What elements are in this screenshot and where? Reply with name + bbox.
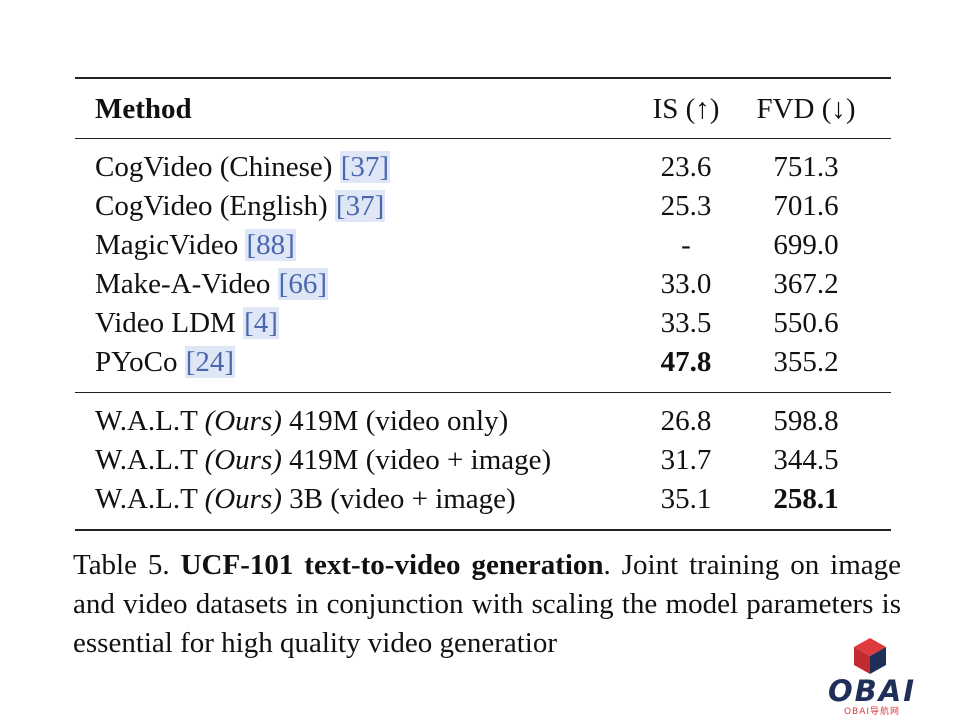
results-table-container: Method IS (↑) FVD (↓) CogVideo (Chinese)…: [75, 77, 891, 531]
caption-title: UCF-101 text-to-video generation: [180, 549, 604, 581]
citation-link[interactable]: [24]: [184, 346, 236, 378]
fvd-cell: 751.3: [773, 151, 839, 183]
method-cell: W.A.L.T (Ours) 419M (video only): [75, 393, 631, 442]
is-cell: 23.6: [660, 151, 712, 183]
citation-link[interactable]: [37]: [339, 151, 391, 183]
table-row: W.A.L.T (Ours) 419M (video + image) 31.7…: [75, 441, 891, 480]
is-cell: 25.3: [660, 190, 712, 222]
fvd-cell-best: 258.1: [773, 483, 839, 515]
ours-tag: (Ours): [204, 444, 282, 476]
fvd-cell: 598.8: [773, 405, 839, 437]
method-cell: MagicVideo [88]: [75, 226, 631, 265]
table-row: MagicVideo [88] - 699.0: [75, 226, 891, 265]
citation-link[interactable]: [37]: [334, 190, 386, 222]
fvd-cell: 550.6: [773, 307, 839, 339]
ours-group: W.A.L.T (Ours) 419M (video only) 26.8 59…: [75, 392, 891, 530]
results-table: Method IS (↑) FVD (↓) CogVideo (Chinese)…: [75, 77, 891, 531]
is-cell: 33.0: [660, 268, 712, 300]
table-row: CogVideo (English) [37] 25.3 701.6: [75, 187, 891, 226]
citation-link[interactable]: [4]: [243, 307, 279, 339]
method-name: Make-A-Video: [95, 268, 278, 300]
fvd-cell: 699.0: [773, 229, 839, 261]
is-cell: 31.7: [660, 444, 712, 476]
is-cell-best: 47.8: [660, 346, 712, 378]
table-header-row: Method IS (↑) FVD (↓): [75, 78, 891, 139]
baseline-group: CogVideo (Chinese) [37] 23.6 751.3 CogVi…: [75, 138, 891, 393]
caption-label: Table 5.: [73, 549, 181, 581]
method-cell: Make-A-Video [66]: [75, 265, 631, 304]
watermark-logo: OBAI OBAI导航网: [822, 636, 922, 717]
method-cell: CogVideo (Chinese) [37]: [75, 139, 631, 188]
citation-link[interactable]: [66]: [277, 268, 328, 300]
is-cell: 26.8: [660, 405, 712, 437]
caption-text: . Joint training on image and video data…: [73, 549, 901, 659]
table-row: Video LDM [4] 33.5 550.6: [75, 304, 891, 343]
header-is: IS (↑): [652, 93, 720, 125]
fvd-cell: 367.2: [773, 268, 839, 300]
method-name: PYoCo: [95, 346, 185, 378]
fvd-cell: 701.6: [773, 190, 839, 222]
fvd-cell: 355.2: [773, 346, 839, 378]
method-suffix: 419M (video + image): [281, 444, 552, 476]
is-cell: 33.5: [660, 307, 712, 339]
method-cell: PYoCo [24]: [75, 343, 631, 393]
citation-link[interactable]: [88]: [245, 229, 296, 261]
cube-logo-icon: [854, 638, 886, 674]
table-row: W.A.L.T (Ours) 3B (video + image) 35.1 2…: [75, 480, 891, 530]
fvd-cell: 344.5: [773, 444, 839, 476]
table-row: PYoCo [24] 47.8 355.2: [75, 343, 891, 393]
table-row: CogVideo (Chinese) [37] 23.6 751.3: [75, 138, 891, 188]
method-suffix: 3B (video + image): [281, 483, 516, 515]
method-prefix: W.A.L.T: [95, 444, 205, 476]
ours-tag: (Ours): [204, 405, 282, 437]
table-row: W.A.L.T (Ours) 419M (video only) 26.8 59…: [75, 392, 891, 442]
method-cell: Video LDM [4]: [75, 304, 631, 343]
method-prefix: W.A.L.T: [95, 405, 205, 437]
method-name: MagicVideo: [95, 229, 246, 261]
ours-tag: (Ours): [204, 483, 282, 515]
method-cell: CogVideo (English) [37]: [75, 187, 631, 226]
header-method: Method: [95, 93, 192, 125]
is-cell: -: [681, 229, 691, 261]
method-name: CogVideo (Chinese): [95, 151, 340, 183]
is-cell: 35.1: [660, 483, 712, 515]
watermark-subtext: OBAI导航网: [843, 707, 901, 717]
method-prefix: W.A.L.T: [95, 483, 205, 515]
method-cell: W.A.L.T (Ours) 3B (video + image): [75, 480, 631, 530]
watermark-text: OBAI: [828, 674, 916, 708]
header-fvd: FVD (↓): [756, 93, 856, 125]
method-suffix: 419M (video only): [281, 405, 509, 437]
table-caption: Table 5. UCF-101 text-to-video generatio…: [73, 546, 901, 663]
method-cell: W.A.L.T (Ours) 419M (video + image): [75, 441, 631, 480]
method-name: Video LDM: [95, 307, 244, 339]
method-name: CogVideo (English): [95, 190, 335, 222]
table-row: Make-A-Video [66] 33.0 367.2: [75, 265, 891, 304]
